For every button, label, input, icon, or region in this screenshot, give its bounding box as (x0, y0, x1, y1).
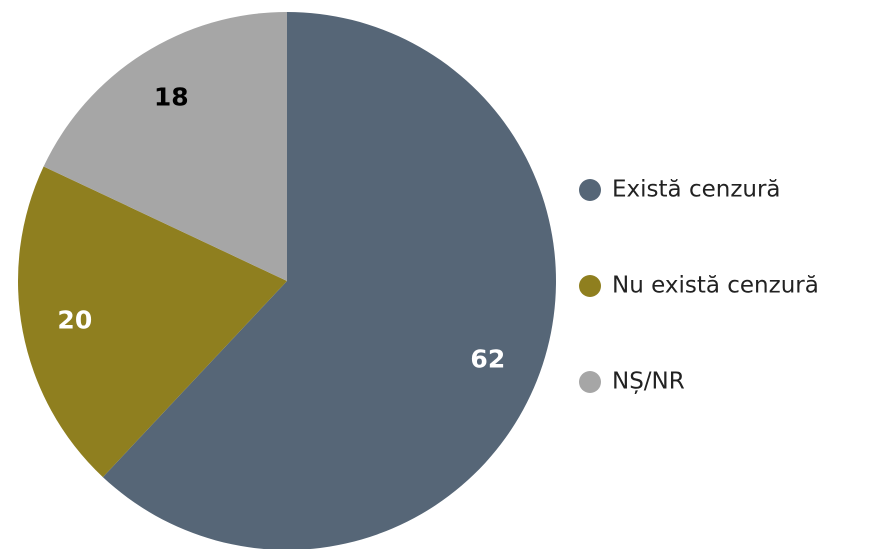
legend-label: Există cenzură (612, 177, 781, 203)
data-label: 20 (57, 305, 92, 334)
legend-label: NȘ/NR (612, 369, 685, 395)
legend-marker (579, 179, 601, 201)
legend-marker (579, 371, 601, 393)
legend-label: Nu există cenzură (612, 273, 819, 299)
legend-marker (579, 275, 601, 297)
data-label: 18 (154, 83, 189, 112)
pie-slice (102, 12, 556, 549)
data-label: 62 (470, 345, 505, 374)
pie-slice (17, 166, 287, 478)
pie-slice (43, 12, 287, 281)
